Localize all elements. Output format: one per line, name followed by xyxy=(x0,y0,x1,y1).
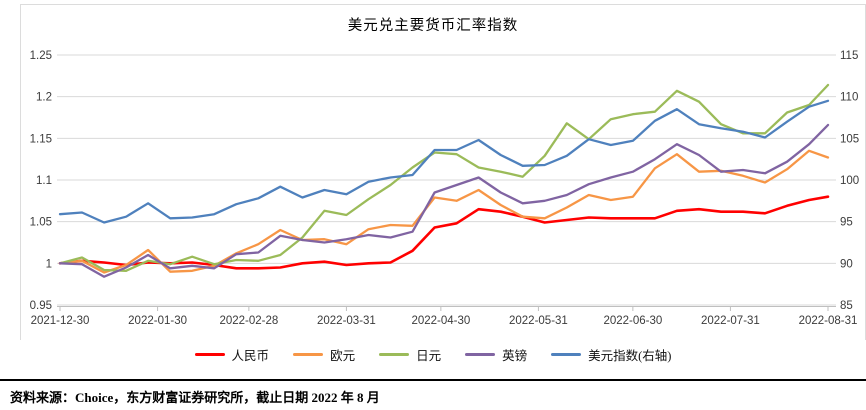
x-axis-label: 2021-12-30 xyxy=(31,315,90,327)
x-axis-label: 2022-06-30 xyxy=(603,315,662,327)
legend-label-usdx: 美元指数(右轴) xyxy=(588,348,672,363)
legend-item-eur: 欧元 xyxy=(293,345,355,364)
x-axis-label: 2022-05-31 xyxy=(509,315,568,327)
y-axis-left-label: 1 xyxy=(46,258,52,270)
series-line-cny xyxy=(58,195,830,270)
y-axis-left-label: 0.95 xyxy=(30,300,52,312)
x-axis-label: 2022-01-30 xyxy=(128,315,187,327)
line-chart: 1.25 115 1.2 110 1.15 105 1.1 100 1.05 95 1 90 0.95 8… xyxy=(20,4,866,340)
legend-item-usdx: 美元指数(右轴) xyxy=(551,345,671,364)
y-axis-right-label: 90 xyxy=(840,258,853,270)
legend-label-gbp: 英镑 xyxy=(502,348,528,363)
y-axis-left-label: 1.15 xyxy=(30,133,52,145)
legend-item-cny: 人民币 xyxy=(194,345,270,364)
legend-label-cny: 人民币 xyxy=(231,348,270,363)
source-note: 资料来源：Choice，东方财富证券研究所，截止日期 2022 年 8 月 xyxy=(0,379,866,406)
y-axis-right-label: 85 xyxy=(840,300,853,312)
y-axis-left-label: 1.25 xyxy=(30,50,52,62)
legend-label-eur: 欧元 xyxy=(330,348,356,363)
legend-swatch-usdx xyxy=(551,352,582,356)
y-axis-left-label: 1.05 xyxy=(30,217,52,229)
legend-swatch-eur xyxy=(293,352,324,356)
legend-item-gbp: 英镑 xyxy=(465,345,527,364)
y-axis-right-label: 100 xyxy=(840,175,859,187)
y-axis-right-label: 115 xyxy=(840,50,858,62)
y-axis-right-label: 105 xyxy=(840,133,859,145)
legend-item-jpy: 日元 xyxy=(379,345,441,364)
x-axis-label: 2022-04-30 xyxy=(411,315,470,327)
y-axis-right-label: 95 xyxy=(840,217,853,229)
x-axis-label: 2022-08-31 xyxy=(799,315,858,327)
y-axis-left-label: 1.1 xyxy=(36,175,52,187)
legend-swatch-gbp xyxy=(465,352,496,356)
series-line-usdx xyxy=(58,99,830,224)
y-axis-left-label: 1.2 xyxy=(36,92,52,104)
series-line-eur xyxy=(58,149,830,274)
x-axis-label: 2022-07-31 xyxy=(701,315,760,327)
series-line-jpy xyxy=(58,83,830,272)
x-axis-label: 2022-02-28 xyxy=(219,315,278,327)
series-line-gbp xyxy=(58,123,830,278)
legend-swatch-cny xyxy=(194,352,225,356)
chart-title: 美元兑主要货币汇率指数 xyxy=(347,18,519,34)
y-axis-right-label: 110 xyxy=(840,92,858,104)
legend-swatch-jpy xyxy=(379,352,410,356)
legend-label-jpy: 日元 xyxy=(416,348,442,363)
chart-legend: 人民币 欧元 日元 英镑 美元指数(右轴) xyxy=(0,344,866,364)
x-axis-label: 2022-03-31 xyxy=(317,315,376,327)
